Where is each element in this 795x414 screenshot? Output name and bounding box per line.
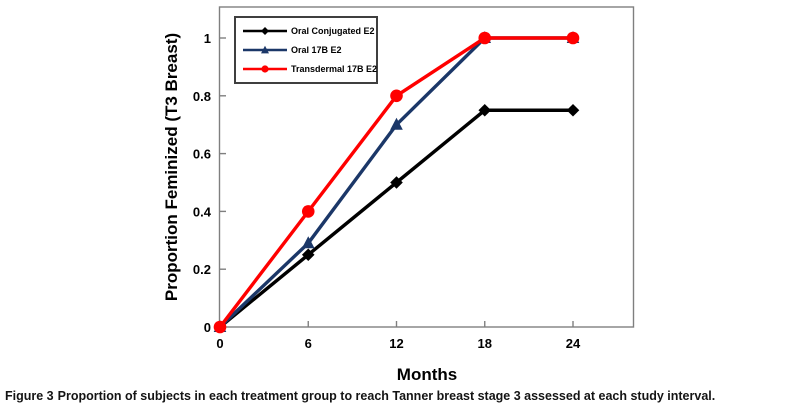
legend-label: Oral Conjugated E2 [291, 26, 375, 37]
x-tick-label: 0 [216, 336, 223, 351]
x-tick-label: 12 [389, 336, 403, 351]
legend-swatch-oral-conjugated-e2-icon [243, 27, 287, 36]
triangle-marker-icon [261, 45, 269, 54]
diamond-marker-icon [261, 27, 269, 36]
plot-area: 0 6 12 18 24 0 0.2 0.4 0.6 0.8 1 [193, 6, 635, 351]
data-point-transdermal-17b-e2 [566, 31, 580, 45]
caption-text: Proportion of subjects in each treatment… [57, 389, 716, 403]
legend-label: Transdermal 17B E2 [291, 63, 378, 74]
y-axis-title: Proportion Feminized (T3 Breast) [162, 32, 181, 302]
legend-label: Oral 17B E2 [291, 44, 342, 55]
figure-caption: Figure 3 Proportion of subjects in each t… [5, 389, 791, 405]
y-tick-label: 0 [204, 320, 211, 335]
caption-label: Figure 3 [5, 389, 54, 403]
data-point-oral-conjugated-e2 [478, 103, 492, 117]
legend-swatch-oral-17b-e2-icon [243, 45, 287, 54]
y-tick-label: 1 [204, 31, 211, 46]
data-point-oral-conjugated-e2 [390, 176, 403, 189]
legend: Oral Conjugated E2 Oral 17B E2 Transderm… [234, 16, 378, 84]
legend-item: Oral 17B E2 [242, 44, 374, 56]
y-tick-label: 0.8 [193, 89, 211, 104]
legend-item: Transdermal 17B E2 [242, 63, 378, 75]
series-line-oral-conjugated-e2 [218, 108, 573, 329]
axis-frame [218, 6, 635, 328]
data-point-oral-conjugated-e2 [566, 103, 580, 117]
y-tick-label: 0.2 [193, 262, 211, 277]
circle-marker-icon [261, 65, 269, 73]
data-point-oral-17b-e2 [301, 236, 315, 249]
x-axis-title: Months [396, 365, 458, 384]
data-point-oral-conjugated-e2 [301, 248, 315, 262]
x-tick-label: 18 [478, 336, 492, 351]
x-tick-label: 24 [566, 336, 581, 351]
legend-swatch-transdermal-17b-e2-icon [243, 65, 287, 73]
data-point-transdermal-17b-e2 [478, 31, 492, 45]
y-tick-label: 0.4 [193, 204, 212, 219]
y-tick-label: 0.6 [193, 147, 211, 162]
data-point-transdermal-17b-e2 [301, 205, 315, 218]
legend-item: Oral Conjugated E2 [242, 25, 375, 37]
data-point-transdermal-17b-e2 [390, 89, 403, 103]
data-point-transdermal-17b-e2 [213, 320, 227, 334]
data-point-oral-17b-e2 [390, 117, 403, 130]
x-tick-label: 6 [305, 336, 312, 351]
